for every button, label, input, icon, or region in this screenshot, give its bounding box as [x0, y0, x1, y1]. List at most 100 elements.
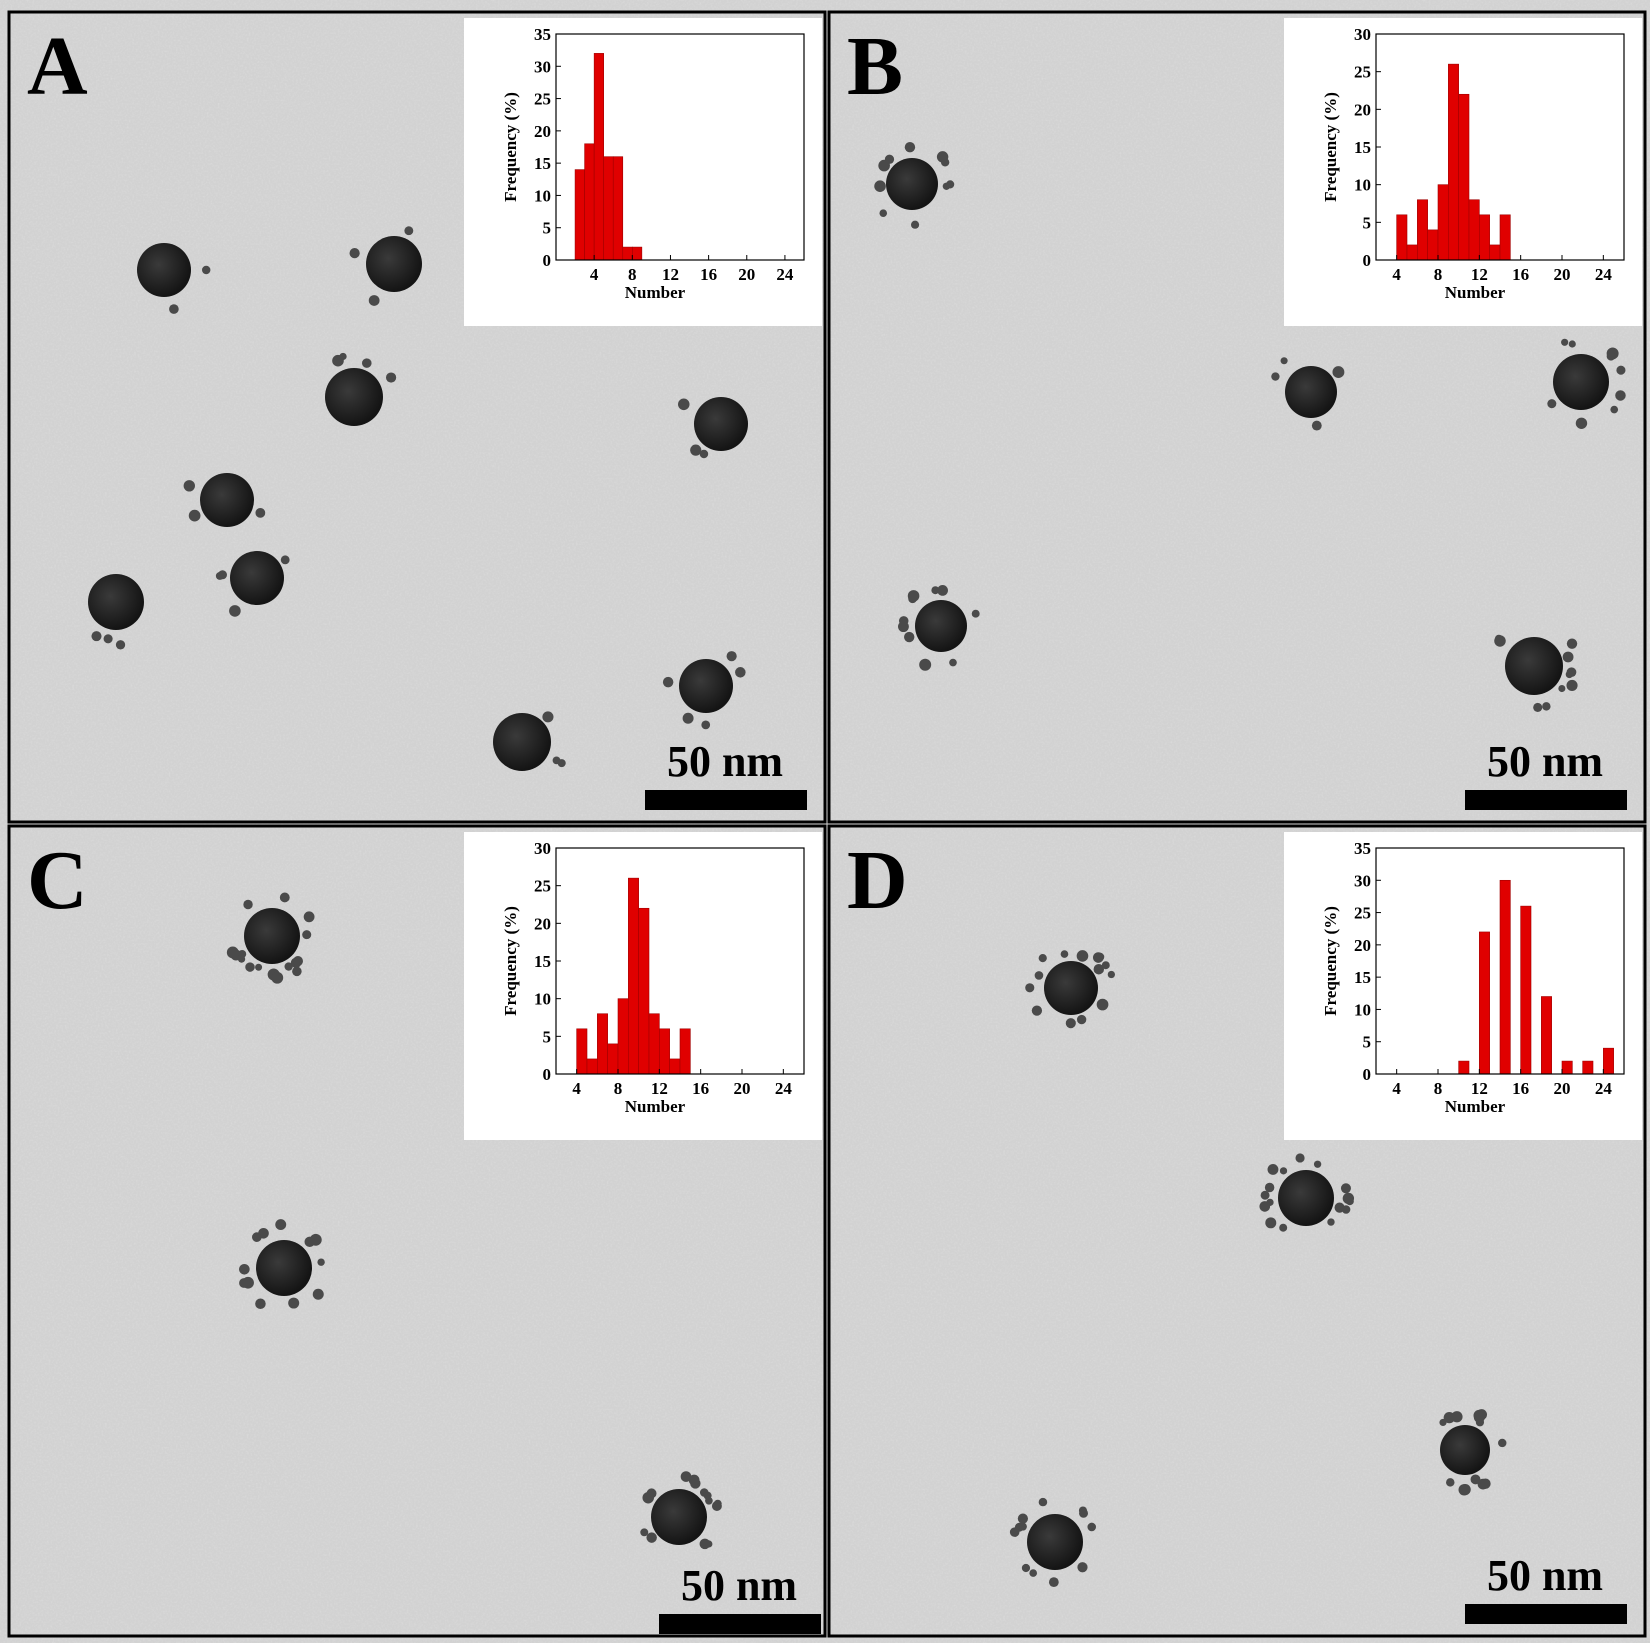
histogram-bar: [632, 246, 643, 261]
panel-border: [827, 10, 1647, 824]
nanoparticle: [886, 158, 938, 210]
y-tick-label: 0: [543, 251, 552, 270]
satellite-particle: [271, 971, 284, 984]
histogram-bar: [628, 877, 639, 1075]
satellite-particle: [1542, 702, 1551, 711]
y-tick-label: 10: [1354, 176, 1371, 195]
plot-frame: [555, 33, 805, 261]
satellite-particle: [292, 956, 303, 967]
satellite-particle: [971, 609, 980, 618]
satellite-particle: [288, 1297, 300, 1309]
satellite-particle: [1096, 998, 1109, 1011]
satellite-particle: [1279, 1223, 1288, 1232]
satellite-particle: [304, 1236, 315, 1248]
histogram-bar: [1561, 1060, 1573, 1075]
satellite-particle: [703, 1491, 712, 1500]
satellite-particle: [904, 141, 916, 153]
satellite-particle: [688, 1474, 700, 1486]
satellite-particle: [1470, 1474, 1481, 1485]
y-axis-label: Frequency (%): [501, 906, 520, 1016]
histogram-bar: [1406, 244, 1418, 261]
plot-frame: [555, 847, 805, 1075]
x-tick-label: 20: [1554, 265, 1571, 284]
histogram-bar: [1437, 184, 1449, 261]
satellite-particle: [1107, 970, 1115, 979]
x-tick-label: 16: [700, 265, 717, 284]
x-tick-label: 20: [734, 1079, 751, 1098]
satellite-particle: [1031, 1005, 1043, 1016]
plot-frame: [1375, 847, 1625, 1075]
x-axis-label: Number: [625, 283, 686, 302]
satellite-particle: [699, 449, 709, 459]
satellite-particle: [1038, 954, 1047, 963]
x-axis-label: Number: [1445, 1097, 1506, 1116]
satellite-particle: [931, 586, 940, 595]
satellite-particle: [680, 1471, 692, 1482]
histogram-bar: [586, 1058, 598, 1075]
satellite-particle: [201, 265, 211, 275]
y-tick-label: 30: [1354, 871, 1371, 890]
histogram-bar: [1499, 879, 1511, 1075]
nanoparticle: [325, 368, 383, 426]
satellite-particle: [699, 1538, 711, 1550]
x-tick-label: 24: [776, 265, 794, 284]
x-tick-label: 8: [1434, 265, 1443, 284]
satellite-particle: [1093, 964, 1105, 975]
satellite-particle: [1327, 1218, 1335, 1226]
satellite-particle: [557, 759, 566, 768]
satellite-particle: [1565, 670, 1574, 679]
satellite-particle: [735, 667, 746, 678]
satellite-particle: [1087, 1522, 1097, 1532]
satellite-particle: [1494, 634, 1503, 643]
x-tick-label: 16: [1512, 265, 1529, 284]
satellite-particle: [169, 304, 179, 314]
histogram-bar: [574, 169, 585, 261]
satellite-particle: [682, 712, 694, 724]
y-tick-label: 15: [534, 154, 551, 173]
satellite-particle: [1568, 340, 1576, 348]
histogram-bar: [669, 1058, 681, 1075]
x-tick-label: 24: [775, 1079, 793, 1098]
satellite-particle: [1547, 399, 1557, 409]
panel-label: C: [27, 834, 88, 927]
satellite-particle: [302, 930, 312, 940]
histogram-bar: [622, 246, 633, 261]
satellite-particle: [946, 180, 955, 189]
nanoparticle: [1440, 1425, 1490, 1475]
histogram-bar: [1417, 199, 1428, 261]
histogram-bar: [1427, 229, 1439, 261]
satellite-particle: [284, 962, 293, 971]
x-tick-label: 12: [1471, 1079, 1488, 1098]
satellite-particle: [1101, 961, 1110, 970]
satellite-particle: [1280, 357, 1288, 365]
y-tick-label: 15: [534, 952, 551, 971]
nanoparticle: [244, 908, 300, 964]
satellite-particle: [949, 658, 957, 667]
y-tick-label: 10: [534, 186, 551, 205]
satellite-particle: [239, 1263, 250, 1275]
satellite-particle: [646, 1488, 657, 1499]
nanoparticle: [230, 551, 284, 605]
satellite-particle: [1260, 1190, 1270, 1200]
satellite-particle: [701, 720, 711, 730]
y-tick-label: 0: [543, 1065, 552, 1084]
satellite-particle: [646, 1532, 657, 1543]
panel-border: [827, 824, 1647, 1638]
nanoparticle: [1553, 354, 1609, 410]
satellite-particle: [1498, 1438, 1507, 1448]
x-tick-label: 16: [692, 1079, 709, 1098]
histogram-bar: [648, 1013, 660, 1075]
panel: 4 8 12 16 20 24 0 5 10 15 20 25 30 35 Number Frequency …: [7, 10, 827, 824]
satellite-particle: [1095, 952, 1105, 962]
scale-bar: [645, 790, 807, 810]
satellite-particle: [1446, 1478, 1455, 1487]
x-tick-label: 4: [572, 1079, 581, 1098]
satellite-particle: [1480, 1478, 1491, 1489]
satellite-particle: [217, 570, 228, 580]
satellite-particle: [1279, 1167, 1288, 1175]
satellite-particle: [255, 963, 263, 971]
satellite-particle: [1271, 372, 1280, 381]
satellite-particle: [1079, 1508, 1088, 1518]
satellite-particle: [1606, 351, 1616, 361]
inset-background: [1284, 832, 1642, 1140]
